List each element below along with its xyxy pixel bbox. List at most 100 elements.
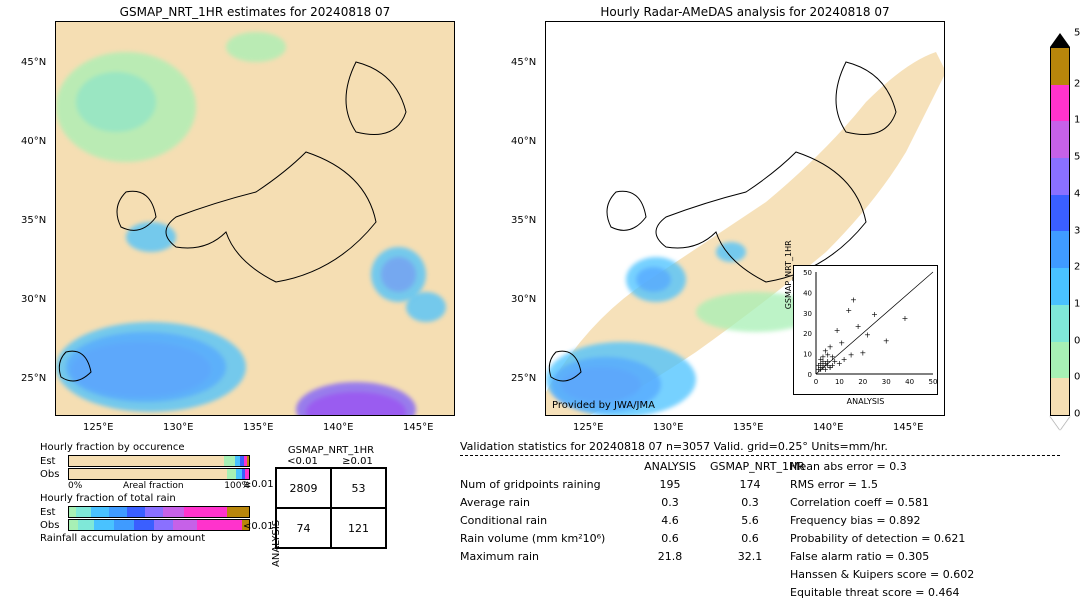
colorbar-seg <box>1051 231 1069 268</box>
stats-metric: RMS error = 1.5 <box>790 476 1040 494</box>
stats-v1: 0.3 <box>630 494 710 512</box>
frac-bar-row: Est <box>40 455 250 467</box>
frac-seg <box>245 469 249 479</box>
frac-seg <box>127 507 145 517</box>
cont-cell-10: 74 <box>276 508 331 548</box>
svg-text:+: + <box>829 353 836 362</box>
stats-left-col: ANALYSIS GSMAP_NRT_1HR Num of gridpoints… <box>460 458 790 602</box>
frac-axis-left: 0% <box>68 481 82 491</box>
svg-text:+: + <box>871 310 878 319</box>
frac-bar-row: Obs <box>40 519 250 531</box>
stats-v1: 21.8 <box>630 548 710 566</box>
stats-v2: 32.1 <box>710 548 790 566</box>
inset-ylabel: GSMAP_NRT_1HR <box>784 240 793 309</box>
x-tick: 130°E <box>163 422 193 433</box>
stats-panel: Validation statistics for 20240818 07 n=… <box>460 440 1060 602</box>
colorbar-seg <box>1051 85 1069 122</box>
stats-divider <box>460 455 1060 456</box>
colorbar-seg <box>1051 158 1069 195</box>
colorbar-label: 2 <box>1074 262 1080 273</box>
frac-seg <box>94 520 114 530</box>
x-tick: 145°E <box>893 422 923 433</box>
frac-seg <box>173 520 196 530</box>
svg-text:+: + <box>838 338 845 347</box>
svg-text:0: 0 <box>808 371 812 379</box>
cont-title: GSMAP_NRT_1HR <box>275 445 387 456</box>
stats-label: Num of gridpoints raining <box>460 476 630 494</box>
stats-row: Conditional rain4.65.6 <box>460 512 790 530</box>
x-tick: 140°E <box>813 422 843 433</box>
stats-metric: False alarm ratio = 0.305 <box>790 548 1040 566</box>
stats-label: Maximum rain <box>460 548 630 566</box>
stats-v2: 5.6 <box>710 512 790 530</box>
stats-label: Rain volume (mm km²10⁶) <box>460 530 630 548</box>
stats-label: Average rain <box>460 494 630 512</box>
frac-row-label: Est <box>40 456 68 467</box>
cont-row-label-1: <0.01 <box>243 521 274 532</box>
stats-v2: 0.6 <box>710 530 790 548</box>
cont-cell-11: 121 <box>331 508 386 548</box>
y-tick: 30°N <box>21 294 46 305</box>
svg-text:+: + <box>859 349 866 358</box>
svg-text:50: 50 <box>929 378 938 386</box>
main-maps-area: GSMAP_NRT_1HR estimates for 20240818 07 … <box>0 5 1080 435</box>
cont-grid: 2809 53 74 121 <box>275 467 387 549</box>
right-map-title: Hourly Radar-AMeDAS analysis for 2024081… <box>545 5 945 19</box>
frac-seg <box>134 520 154 530</box>
credit-text: Provided by JWA/JMA <box>552 400 655 411</box>
stats-label: Conditional rain <box>460 512 630 530</box>
stats-v1: 4.6 <box>630 512 710 530</box>
frac-seg <box>114 520 134 530</box>
frac-row-label: Est <box>40 507 68 518</box>
svg-text:+: + <box>845 306 852 315</box>
colorbar-label: 3 <box>1074 225 1080 236</box>
frac-seg <box>91 507 109 517</box>
cont-cell-01: 53 <box>331 468 386 508</box>
cont-col-headers: <0.01 ≥0.01 <box>275 456 387 467</box>
frac-rows-1: Est Obs <box>40 455 250 480</box>
frac-row-label: Obs <box>40 469 68 480</box>
frac-seg <box>78 520 94 530</box>
colorbar-seg <box>1051 378 1069 415</box>
y-tick: 40°N <box>511 136 536 147</box>
stats-row: Maximum rain21.832.1 <box>460 548 790 566</box>
frac-seg <box>69 456 224 466</box>
frac-seg <box>69 520 78 530</box>
frac-seg <box>227 469 236 479</box>
contingency-table: GSMAP_NRT_1HR <0.01 ≥0.01 ANALYSIS ≥0.01… <box>275 445 387 549</box>
stats-col-headers: ANALYSIS GSMAP_NRT_1HR <box>460 458 790 476</box>
svg-text:10: 10 <box>803 351 812 359</box>
stats-head-1: ANALYSIS <box>630 458 710 476</box>
colorbar-seg <box>1051 305 1069 342</box>
left-map-title: GSMAP_NRT_1HR estimates for 20240818 07 <box>55 5 455 19</box>
cont-col-0: <0.01 <box>275 456 330 467</box>
right-map-panel: Hourly Radar-AMeDAS analysis for 2024081… <box>545 5 945 416</box>
svg-text:+: + <box>848 351 855 360</box>
svg-text:+: + <box>834 326 841 335</box>
stats-v2: 0.3 <box>710 494 790 512</box>
frac-title-2: Hourly fraction of total rain <box>40 493 250 504</box>
frac-bar-row: Obs <box>40 468 250 480</box>
stats-metric: Frequency bias = 0.892 <box>790 512 1040 530</box>
stats-metric: Probability of detection = 0.621 <box>790 530 1040 548</box>
fraction-panel: Hourly fraction by occurence EstObs 0% A… <box>40 440 250 546</box>
y-tick: 35°N <box>21 215 46 226</box>
colorbar-label: 4 <box>1074 188 1080 199</box>
stats-metric: Mean abs error = 0.3 <box>790 458 1040 476</box>
colorbar-label: 5 <box>1074 152 1080 163</box>
y-tick: 30°N <box>511 294 536 305</box>
frac-axis-1: 0% Areal fraction 100% <box>68 481 250 491</box>
stats-title: Validation statistics for 20240818 07 n=… <box>460 440 1060 453</box>
y-tick: 25°N <box>21 373 46 384</box>
svg-text:30: 30 <box>882 378 891 386</box>
stats-metric: Hanssen & Kuipers score = 0.602 <box>790 566 1040 584</box>
svg-text:20: 20 <box>803 330 812 338</box>
x-tick: 145°E <box>403 422 433 433</box>
svg-text:30: 30 <box>803 310 812 318</box>
colorbar-bot-tri <box>1050 416 1070 430</box>
frac-title-1: Hourly fraction by occurence <box>40 442 250 453</box>
x-tick: 125°E <box>573 422 603 433</box>
frac-bar <box>68 455 250 467</box>
svg-text:+: + <box>902 314 909 323</box>
colorbar-label: 0.5 <box>1074 335 1080 346</box>
